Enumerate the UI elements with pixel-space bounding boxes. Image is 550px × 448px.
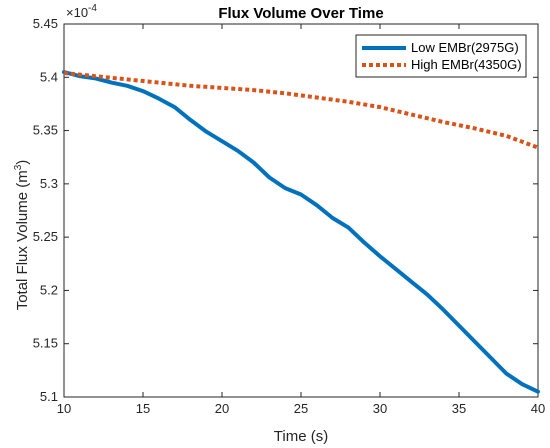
chart-title: Flux Volume Over Time [218, 5, 383, 22]
y-exponent-base: ×10 [66, 5, 88, 20]
plot-area: 10 15 20 25 30 35 40 5.15.155.25.255.35.355.45… [33, 16, 546, 416]
y-axis-label-tail: ) [14, 160, 31, 165]
x-axis-ticks: 10 15 20 25 30 35 40 [57, 24, 545, 416]
series-line-high-embr [63, 71, 539, 150]
axes-box [63, 23, 539, 398]
x-tick-label: 20 [215, 401, 229, 416]
y-axis-ticks: 5.1 5.15 5.2 5.25 5.3 5.35 5.4 5.45 [33, 16, 538, 404]
x-tick-label: 40 [531, 401, 545, 416]
y-axis-label-text: Total Flux Volume (m [14, 170, 31, 310]
y-tick-label: 5.15 [33, 336, 58, 351]
y-tick-label: 5.25 [33, 229, 58, 244]
y-axis-label-superscript: 3 [13, 164, 24, 170]
legend-label-low-embr: Low EMBr(2975G) [411, 40, 519, 55]
y-tick-label: 5.1 [40, 389, 58, 404]
series-line-low-embr [62, 70, 540, 394]
x-tick-label: 25 [294, 401, 308, 416]
y-tick-label: 5.3 [40, 176, 58, 191]
y-tick-label: 5.35 [33, 123, 58, 138]
y-tick-label: 5.2 [40, 282, 58, 297]
x-tick-label: 15 [136, 401, 150, 416]
legend-label-high-embr: High EMBr(4350G) [411, 57, 522, 72]
x-axis-label: Time (s) [274, 428, 328, 445]
y-axis-label: Total Flux Volume (m3) [13, 160, 31, 311]
x-tick-label: 30 [373, 401, 387, 416]
y-tick-label: 5.45 [33, 16, 58, 31]
y-tick-label: 5.4 [40, 69, 58, 84]
x-tick-label: 35 [452, 401, 466, 416]
y-exponent-label: ×10 -4 [66, 3, 97, 20]
series-lines [62, 70, 540, 394]
y-exponent-power: -4 [88, 3, 97, 14]
legend: Low EMBr(2975G) High EMBr(4350G) [355, 34, 527, 78]
legend-box [355, 34, 527, 78]
x-tick-label: 10 [57, 401, 71, 416]
